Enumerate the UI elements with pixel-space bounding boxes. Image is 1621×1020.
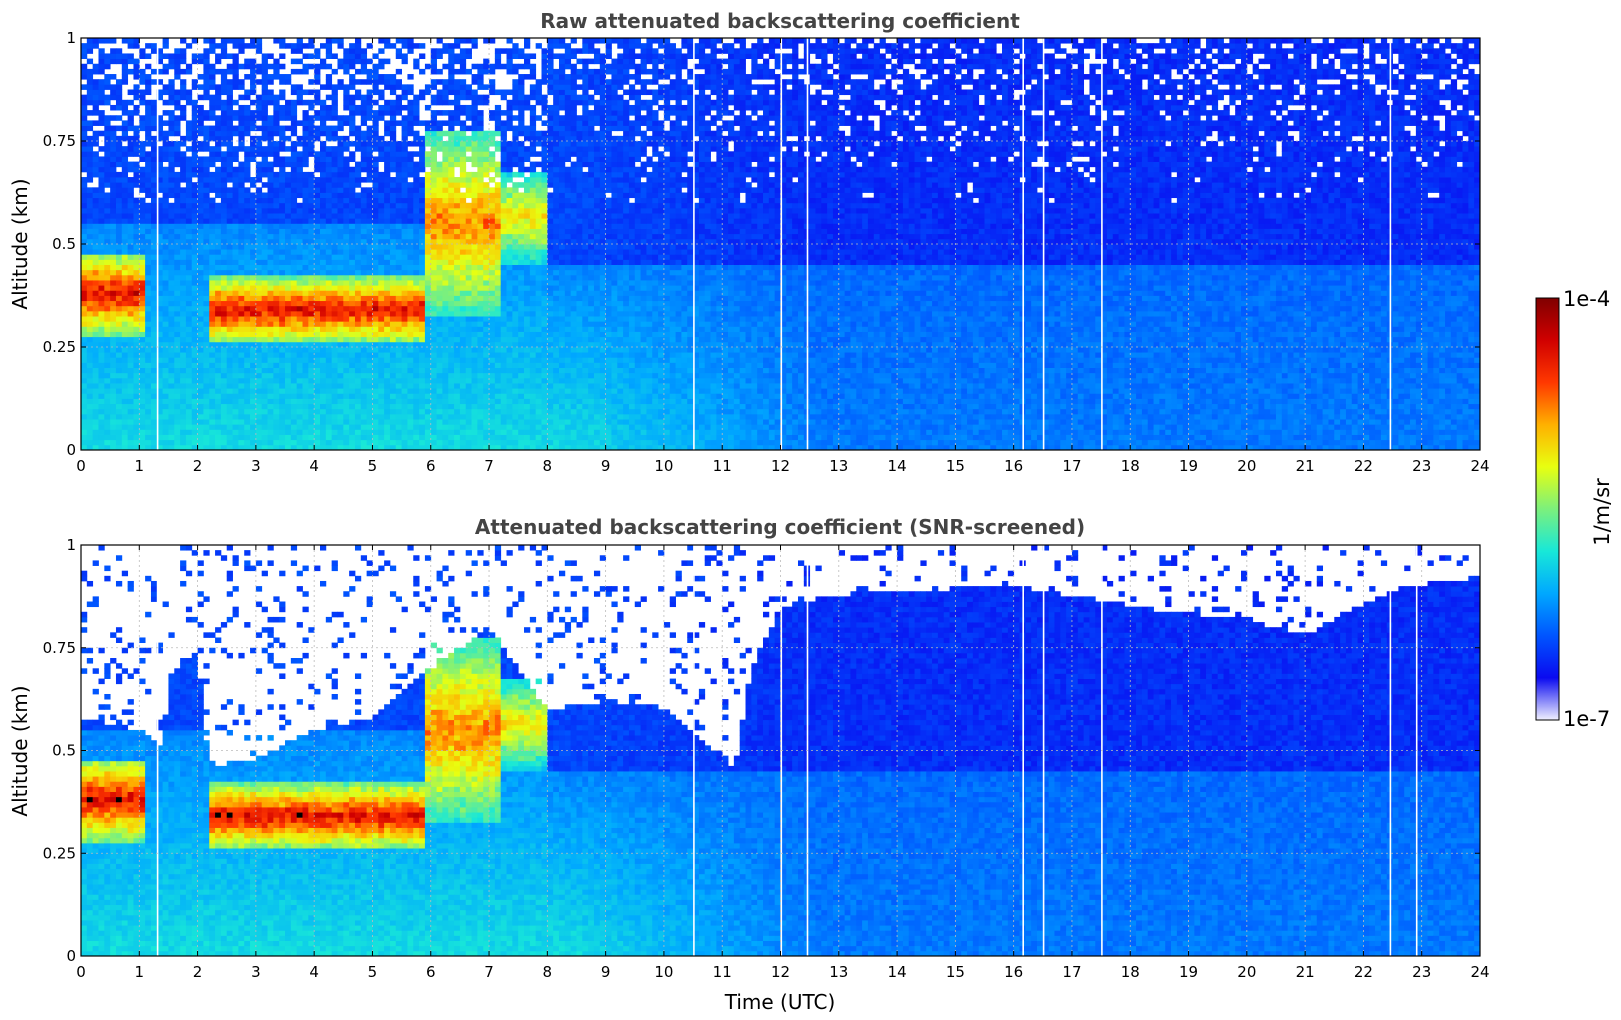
screened-gridlines <box>81 545 1480 956</box>
data-gap-line <box>1389 38 1392 450</box>
x-tick-label: 5 <box>368 963 378 981</box>
raw-y-tick-labels: 0 0.25 0.5 0.75 1 <box>43 29 1480 459</box>
x-tick-label: 14 <box>888 963 907 981</box>
x-tick-label: 7 <box>484 457 494 475</box>
screened-y-tick-labels: 0 0.25 0.5 0.75 1 <box>43 536 1480 965</box>
x-tick-label: 4 <box>309 457 319 475</box>
y-tick-label: 0.5 <box>52 742 76 760</box>
x-tick-label: 16 <box>1004 457 1023 475</box>
x-tick-label: 11 <box>713 457 732 475</box>
colorbar: 1e-4 1e-7 1/m/sr <box>1535 287 1614 731</box>
x-tick-label: 18 <box>1121 963 1140 981</box>
colorbar-max-label: 1e-4 <box>1563 287 1610 311</box>
x-tick-label: 16 <box>1004 963 1023 981</box>
screened-x-tick-labels: 0 1 2 3 4 5 6 7 8 9 10 11 12 13 14 15 16 17 18 19 20 21 22 23 24 <box>76 545 1490 981</box>
panel-title-raw: Raw attenuated backscattering coefficien… <box>540 9 1020 33</box>
y-tick-label: 0.5 <box>52 235 76 253</box>
data-gap-line <box>1389 545 1392 956</box>
x-tick-label: 20 <box>1237 457 1256 475</box>
data-gap-line <box>693 545 695 956</box>
raw-backscatter-panel: Raw attenuated backscattering coefficien… <box>8 9 1490 475</box>
x-tick-label: 21 <box>1296 457 1315 475</box>
raw-gridlines <box>81 38 1480 450</box>
y-tick-label: 0.75 <box>43 132 76 150</box>
x-tick-label: 9 <box>601 963 611 981</box>
screened-y-axis-label: Altitude (km) <box>8 685 32 816</box>
x-tick-label: 17 <box>1062 963 1081 981</box>
x-tick-label: 23 <box>1412 963 1431 981</box>
data-gap-line <box>693 38 695 450</box>
x-tick-label: 7 <box>484 963 494 981</box>
x-tick-label: 24 <box>1470 457 1489 475</box>
y-tick-label: 0.25 <box>43 338 76 356</box>
y-tick-label: 0 <box>66 441 76 459</box>
x-tick-label: 1 <box>135 963 145 981</box>
y-tick-label: 0.75 <box>43 639 76 657</box>
x-tick-label: 17 <box>1062 457 1081 475</box>
x-tick-label: 8 <box>543 457 553 475</box>
data-gap-line <box>1022 545 1024 956</box>
x-tick-label: 19 <box>1179 457 1198 475</box>
data-gap-line <box>1042 38 1045 450</box>
x-tick-label: 23 <box>1412 457 1431 475</box>
x-tick-label: 10 <box>654 963 673 981</box>
data-gap-line <box>1022 38 1024 450</box>
y-tick-label: 1 <box>66 29 76 47</box>
x-tick-label: 2 <box>193 457 203 475</box>
raw-x-tick-labels: 0 1 2 3 4 5 6 7 8 9 10 11 12 13 14 15 16 17 18 19 20 21 22 23 24 <box>76 38 1490 475</box>
x-tick-label: 9 <box>601 457 611 475</box>
x-tick-label: 14 <box>888 457 907 475</box>
panel-title-screened: Attenuated backscattering coefficient (S… <box>475 515 1085 539</box>
x-tick-label: 13 <box>829 963 848 981</box>
x-tick-label: 4 <box>309 963 319 981</box>
x-tick-label: 6 <box>426 457 436 475</box>
x-tick-label: 3 <box>251 963 261 981</box>
x-tick-label: 11 <box>713 963 732 981</box>
x-tick-label: 6 <box>426 963 436 981</box>
x-tick-label: 15 <box>946 963 965 981</box>
x-tick-label: 8 <box>543 963 553 981</box>
raw-y-axis-label: Altitude (km) <box>8 178 32 309</box>
x-tick-label: 0 <box>76 457 86 475</box>
x-tick-label: 5 <box>368 457 378 475</box>
y-tick-label: 0 <box>66 947 76 965</box>
x-axis-label: Time (UTC) <box>724 990 836 1014</box>
x-tick-label: 22 <box>1354 963 1373 981</box>
x-tick-label: 2 <box>193 963 203 981</box>
colorbar-unit-label: 1/m/sr <box>1590 478 1614 546</box>
x-tick-label: 10 <box>654 457 673 475</box>
x-tick-label: 3 <box>251 457 261 475</box>
y-tick-label: 0.25 <box>43 844 76 862</box>
x-tick-label: 18 <box>1121 457 1140 475</box>
x-tick-label: 1 <box>135 457 145 475</box>
x-tick-label: 22 <box>1354 457 1373 475</box>
x-tick-label: 12 <box>771 457 790 475</box>
x-tick-label: 15 <box>946 457 965 475</box>
y-tick-label: 1 <box>66 536 76 554</box>
x-tick-label: 19 <box>1179 963 1198 981</box>
colorbar-min-label: 1e-7 <box>1563 707 1610 731</box>
colorbar-gradient <box>1535 297 1560 721</box>
data-gap-line <box>1042 545 1045 956</box>
x-tick-label: 12 <box>771 963 790 981</box>
x-tick-label: 13 <box>829 457 848 475</box>
x-tick-label: 24 <box>1470 963 1489 981</box>
screened-backscatter-panel: Attenuated backscattering coefficient (S… <box>8 515 1490 1014</box>
x-tick-label: 20 <box>1237 963 1256 981</box>
x-tick-label: 0 <box>76 963 86 981</box>
x-tick-label: 21 <box>1296 963 1315 981</box>
